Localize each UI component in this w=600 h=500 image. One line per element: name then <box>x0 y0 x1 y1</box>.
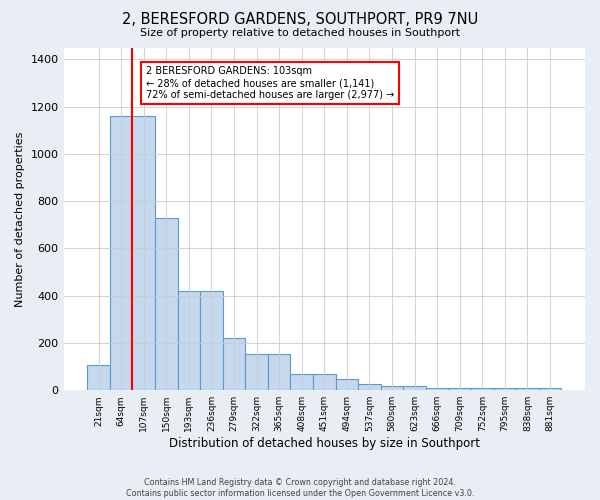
Bar <box>87 365 110 390</box>
Text: Contains HM Land Registry data © Crown copyright and database right 2024.
Contai: Contains HM Land Registry data © Crown c… <box>126 478 474 498</box>
Bar <box>516 388 539 390</box>
Bar <box>426 388 448 390</box>
Bar <box>403 386 426 390</box>
X-axis label: Distribution of detached houses by size in Southport: Distribution of detached houses by size … <box>169 437 480 450</box>
Text: 2, BERESFORD GARDENS, SOUTHPORT, PR9 7NU: 2, BERESFORD GARDENS, SOUTHPORT, PR9 7NU <box>122 12 478 28</box>
Text: Size of property relative to detached houses in Southport: Size of property relative to detached ho… <box>140 28 460 38</box>
Bar <box>110 116 133 390</box>
Bar <box>155 218 178 390</box>
Bar <box>539 388 561 390</box>
Y-axis label: Number of detached properties: Number of detached properties <box>15 131 25 306</box>
Bar <box>200 291 223 390</box>
Bar <box>313 374 335 390</box>
Bar <box>358 384 381 390</box>
Bar <box>133 116 155 390</box>
Bar <box>381 386 403 390</box>
Bar <box>223 338 245 390</box>
Bar <box>245 354 268 390</box>
Bar <box>178 291 200 390</box>
Bar <box>494 388 516 390</box>
Text: 2 BERESFORD GARDENS: 103sqm
← 28% of detached houses are smaller (1,141)
72% of : 2 BERESFORD GARDENS: 103sqm ← 28% of det… <box>146 66 394 100</box>
Bar <box>448 388 471 390</box>
Bar <box>335 379 358 390</box>
Bar <box>268 354 290 390</box>
Bar <box>290 374 313 390</box>
Bar <box>471 388 494 390</box>
